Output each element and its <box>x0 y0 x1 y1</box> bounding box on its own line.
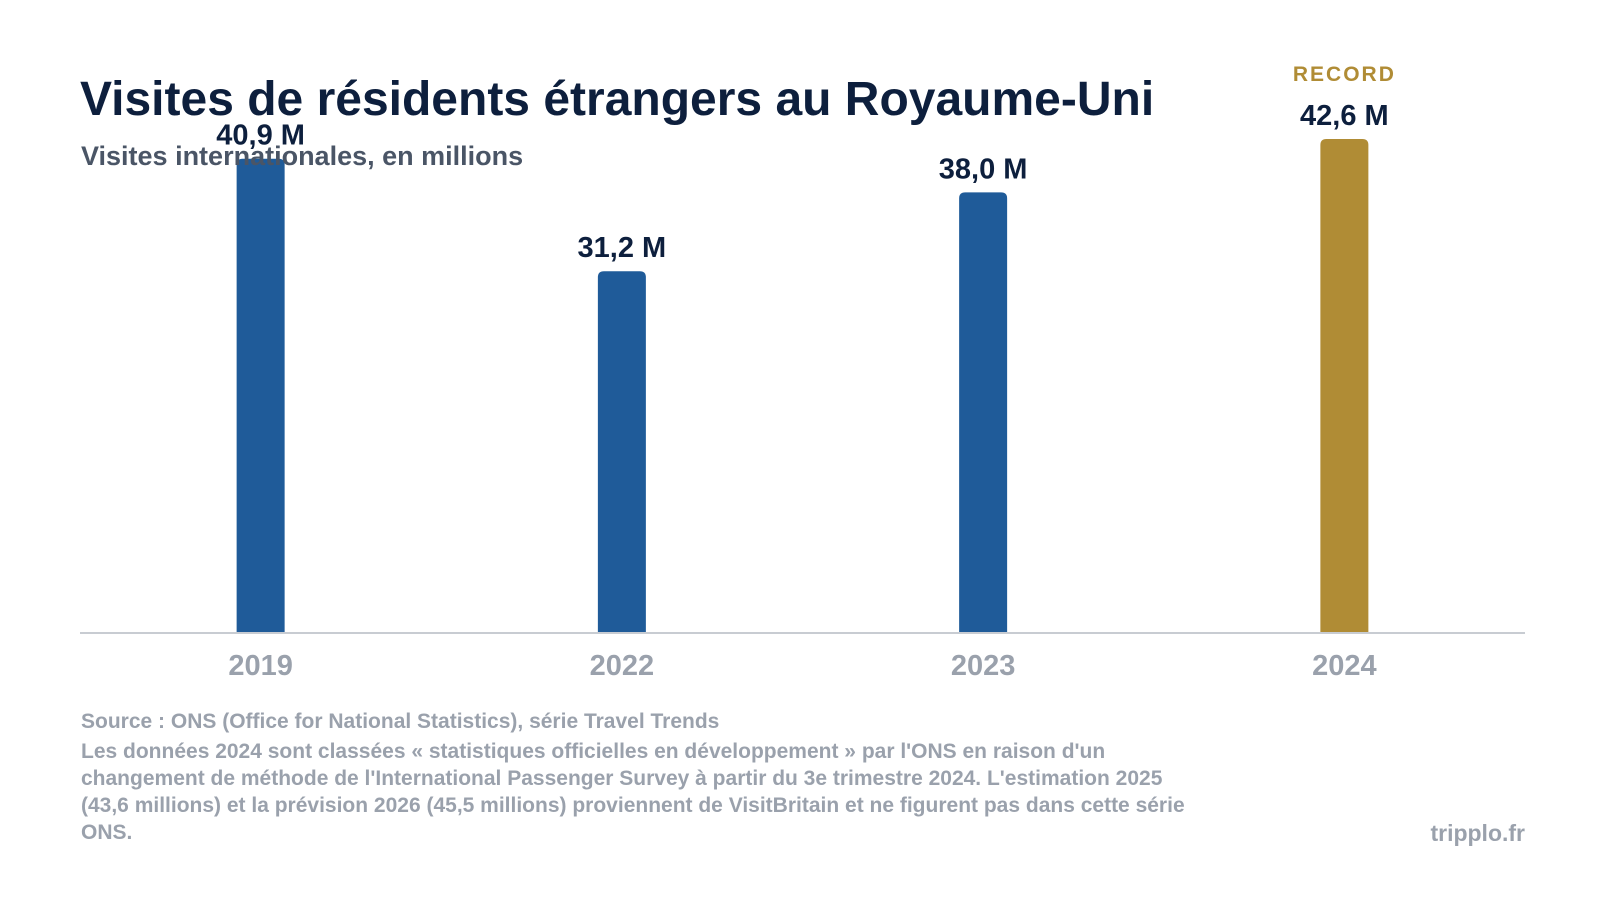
brand-watermark: tripplo.fr <box>1430 820 1525 846</box>
x-tick-2024: 2024 <box>1312 650 1377 682</box>
source-note: Source : ONS (Office for National Statis… <box>81 710 720 733</box>
bar-2023 <box>959 192 1008 634</box>
bar-2019 <box>236 158 285 633</box>
x-tick-2022: 2022 <box>590 650 655 682</box>
data-label-2023: 38,0 M <box>939 153 1028 185</box>
chart-subtitle: Visites internationales, en millions <box>81 141 524 171</box>
data-label-2019: 40,9 M <box>216 120 305 152</box>
data-label-2022: 31,2 M <box>578 232 667 264</box>
methodology-note: Les données 2024 sont classées « statist… <box>81 740 1185 844</box>
x-axis-ticks: 2019 2022 2023 2024 <box>228 650 1376 682</box>
data-labels: 40,9 M 31,2 M 38,0 M 42,6 M RECORD <box>216 63 1396 264</box>
record-tag: RECORD <box>1293 63 1396 86</box>
x-tick-2019: 2019 <box>228 650 293 682</box>
chart-title: Visites de résidents étrangers au Royaum… <box>80 73 1155 126</box>
x-tick-2023: 2023 <box>951 650 1016 682</box>
bar-2022 <box>597 271 646 633</box>
bars <box>236 139 1369 634</box>
data-label-2024: 42,6 M <box>1300 100 1389 132</box>
bar-2024 <box>1320 139 1369 633</box>
